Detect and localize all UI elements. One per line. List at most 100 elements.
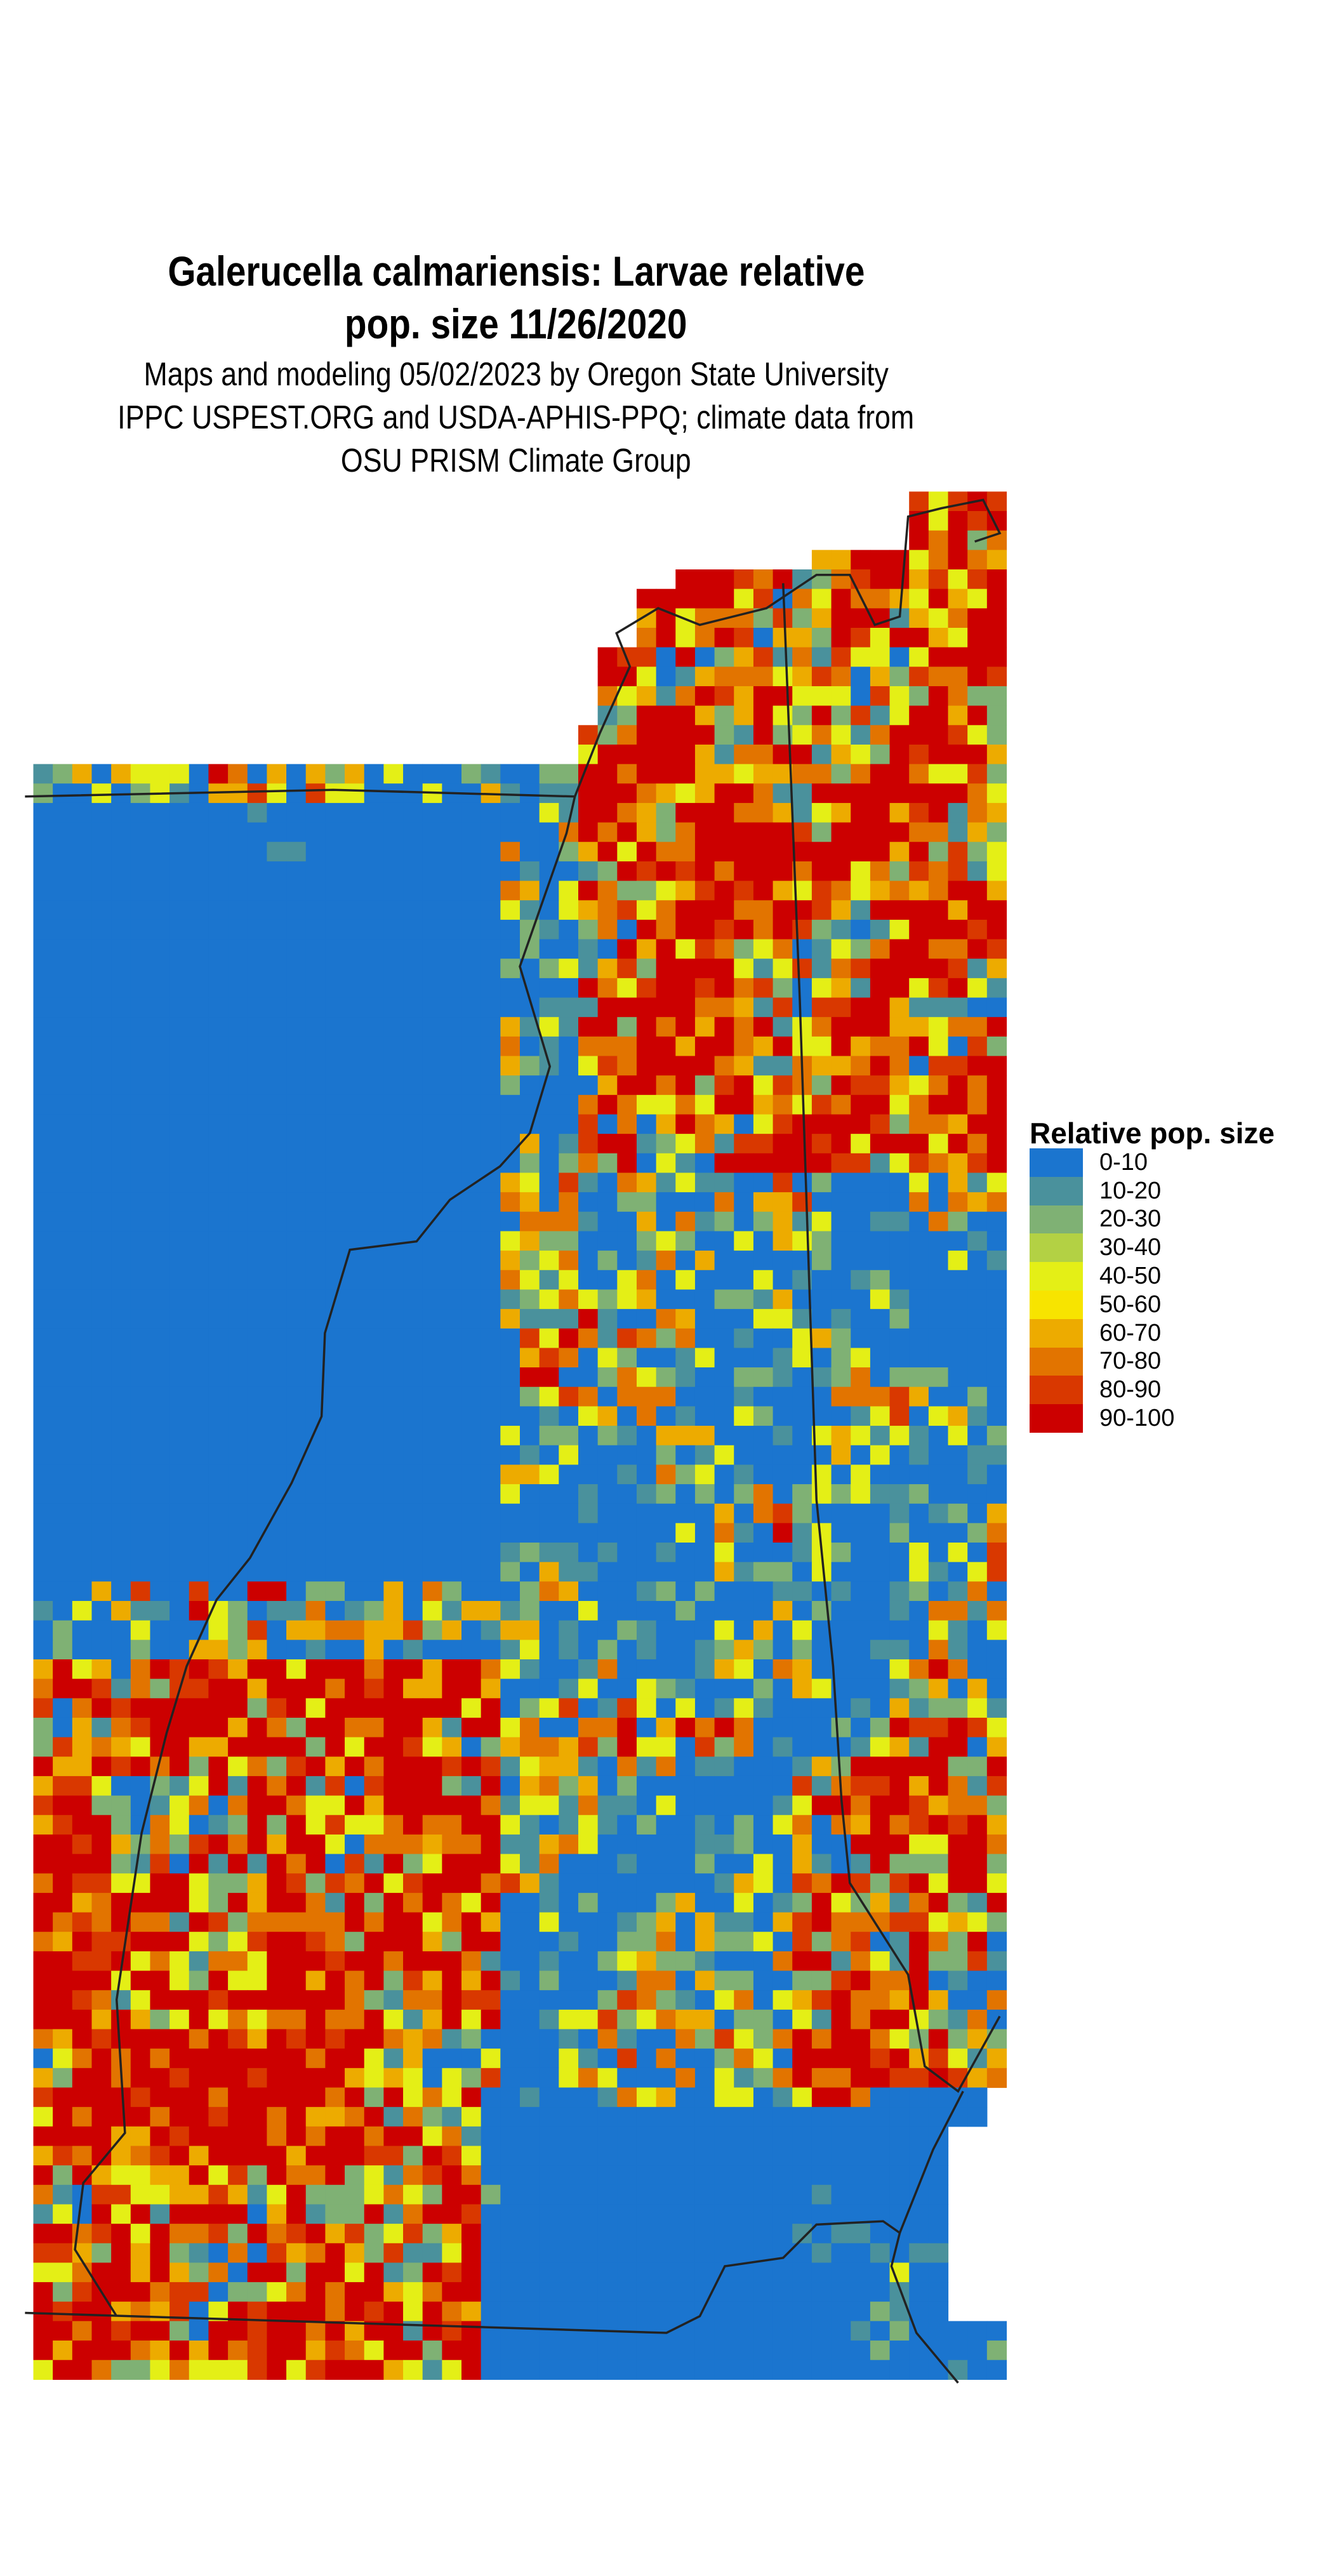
map-cell (364, 1562, 384, 1582)
map-cell (130, 1484, 151, 1504)
map-cell (325, 1659, 345, 1680)
map-cell (150, 1659, 170, 1680)
map-cell (461, 1134, 482, 1154)
map-cell (111, 1231, 131, 1251)
map-cell (383, 2068, 404, 2088)
map-cell (520, 880, 540, 901)
map-cell (53, 1854, 73, 1874)
map-cell (520, 1854, 540, 1874)
map-cell (442, 1211, 462, 1232)
map-cell (870, 1698, 891, 1718)
map-cell (675, 1562, 696, 1582)
map-cell (169, 1464, 190, 1485)
map-cell (636, 2301, 657, 2322)
map-cell (228, 1270, 248, 1291)
map-cell (889, 1659, 910, 1680)
map-cell (636, 880, 657, 901)
map-cell (948, 530, 968, 550)
map-cell (228, 919, 248, 940)
map-cell (286, 2184, 307, 2205)
map-cell (267, 1056, 287, 1076)
map-cell (520, 2048, 540, 2069)
map-cell (189, 1543, 209, 1563)
map-cell (811, 1640, 832, 1660)
map-cell (345, 1017, 365, 1037)
map-cell (364, 1912, 384, 1932)
map-cell (461, 959, 482, 979)
map-cell (130, 1192, 151, 1212)
map-cell (539, 1192, 559, 1212)
map-cell (247, 2009, 268, 2030)
map-cell (461, 1036, 482, 1057)
map-cell (247, 1620, 268, 1640)
map-cell (986, 1912, 1007, 1932)
map-cell (831, 2340, 851, 2361)
map-cell (150, 1017, 170, 1037)
map-cell (364, 1036, 384, 1057)
map-cell (714, 705, 734, 726)
map-cell (948, 1251, 968, 1271)
map-cell (325, 2029, 345, 2049)
map-cell (889, 1289, 910, 1310)
map-cell (753, 802, 774, 823)
map-cell (928, 2009, 949, 2030)
map-cell (325, 1192, 345, 1212)
map-cell (403, 2340, 423, 2361)
map-cell (305, 1873, 326, 1894)
map-cell (967, 2009, 988, 2030)
map-cell (773, 1231, 793, 1251)
map-cell (91, 2224, 112, 2244)
map-cell (286, 1698, 307, 1718)
map-cell (500, 2029, 521, 2049)
map-cell (286, 1932, 307, 1952)
map-cell (773, 783, 793, 804)
map-cell (597, 2087, 618, 2108)
map-cell (208, 1017, 229, 1037)
map-cell (870, 1620, 891, 1640)
map-cell (481, 2282, 501, 2302)
map-cell (286, 1114, 307, 1134)
map-cell (442, 2146, 462, 2166)
map-cell (986, 627, 1007, 648)
map-cell (986, 880, 1007, 901)
map-cell (500, 2360, 521, 2380)
map-cell (636, 1309, 657, 1329)
map-cell (345, 1172, 365, 1193)
map-cell (948, 2009, 968, 2030)
map-cell (228, 2107, 248, 2127)
map-cell (694, 1990, 715, 2010)
map-cell (442, 939, 462, 959)
map-cell (889, 1211, 910, 1232)
map-cell (559, 1056, 579, 1076)
map-cell (714, 900, 734, 920)
map-cell (403, 1892, 423, 1913)
map-cell (792, 2301, 812, 2322)
map-cell (286, 1036, 307, 1057)
map-cell (753, 1211, 774, 1232)
map-cell (33, 1737, 53, 1757)
map-cell (208, 1717, 229, 1738)
map-cell (345, 978, 365, 999)
map-cell (539, 1815, 559, 1835)
map-cell (383, 2360, 404, 2380)
map-cell (967, 1192, 988, 1212)
map-cell (870, 1367, 891, 1388)
map-cell (345, 1056, 365, 1076)
map-cell (53, 1464, 73, 1485)
map-cell (694, 1231, 715, 1251)
map-cell (656, 2282, 676, 2302)
map-cell (539, 978, 559, 999)
map-cell (753, 900, 774, 920)
map-cell (773, 2048, 793, 2069)
map-cell (305, 1717, 326, 1738)
map-cell (773, 959, 793, 979)
map-cell (559, 2262, 579, 2283)
map-cell (500, 1094, 521, 1115)
map-cell (889, 2009, 910, 2030)
map-cell (734, 1328, 754, 1349)
map-cell (228, 1600, 248, 1621)
map-cell (889, 705, 910, 726)
map-cell (792, 1153, 812, 1174)
map-cell (559, 1017, 579, 1037)
map-cell (889, 1600, 910, 1621)
